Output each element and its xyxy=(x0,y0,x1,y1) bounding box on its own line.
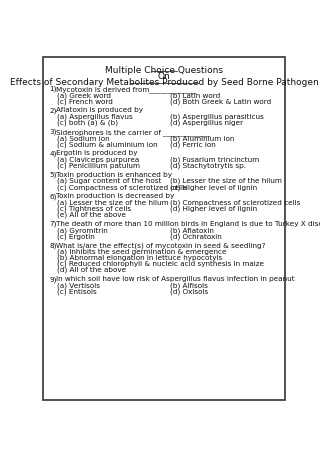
Text: (a) Sodium ion: (a) Sodium ion xyxy=(57,135,110,141)
Text: Mycotoxin is derived from_____________: Mycotoxin is derived from_____________ xyxy=(56,86,197,93)
Text: (e) All of the above: (e) All of the above xyxy=(57,212,126,218)
Text: 8): 8) xyxy=(49,242,57,249)
Text: (c) Entisols: (c) Entisols xyxy=(57,288,97,295)
Text: (b) Compactness of sclerotized cells: (b) Compactness of sclerotized cells xyxy=(170,199,300,206)
Text: The death of more than 10 million birds in England is due to Turkey X disease is: The death of more than 10 million birds … xyxy=(56,221,320,227)
Text: On: On xyxy=(158,72,170,81)
Text: Multiple Choice Questions: Multiple Choice Questions xyxy=(105,66,223,75)
Text: (a) Claviceps purpurea: (a) Claviceps purpurea xyxy=(57,156,139,163)
Text: (d) All of the above: (d) All of the above xyxy=(57,267,126,273)
Text: 4): 4) xyxy=(49,150,57,157)
Text: (a) Greek word: (a) Greek word xyxy=(57,92,111,98)
Text: 7): 7) xyxy=(49,221,57,227)
Text: (a) Inhibits the seed germination & emergence: (a) Inhibits the seed germination & emer… xyxy=(57,249,227,255)
Text: (b) Lesser the size of the hilum: (b) Lesser the size of the hilum xyxy=(170,178,282,184)
Text: (c) Ergotin: (c) Ergotin xyxy=(57,233,95,240)
Text: (d) Higher level of lignin: (d) Higher level of lignin xyxy=(170,184,257,191)
Text: (a) Vertisols: (a) Vertisols xyxy=(57,282,100,289)
Text: (b) Alfisols: (b) Alfisols xyxy=(170,282,208,289)
Text: (b) Abnormal elongation in lettuce hypocotyls: (b) Abnormal elongation in lettuce hypoc… xyxy=(57,255,222,261)
Text: (c) Compactness of sclerotized cells: (c) Compactness of sclerotized cells xyxy=(57,184,187,191)
Text: 5): 5) xyxy=(49,172,57,178)
Text: (a) Gyromitrin: (a) Gyromitrin xyxy=(57,227,108,234)
Text: (c) French word: (c) French word xyxy=(57,98,113,105)
Text: (c) both (a) & (b): (c) both (a) & (b) xyxy=(57,120,118,126)
Text: In which soil have low risk of Aspergillus flavus infection in peanut: In which soil have low risk of Aspergill… xyxy=(56,276,295,282)
Text: (d) Both Greek & Latin word: (d) Both Greek & Latin word xyxy=(170,98,271,105)
Text: Toxin production is enhanced by: Toxin production is enhanced by xyxy=(56,172,172,178)
Text: (c) Sodium & aluminium ion: (c) Sodium & aluminium ion xyxy=(57,141,158,148)
Text: Siderophores is the carrier of _____________: Siderophores is the carrier of _________… xyxy=(56,129,211,135)
Text: Ergotin is produced by: Ergotin is produced by xyxy=(56,150,138,156)
Text: (b) Fusarium trincinctum: (b) Fusarium trincinctum xyxy=(170,156,260,163)
Text: What is/are the effect(s) of mycotoxin in seed & seedling?: What is/are the effect(s) of mycotoxin i… xyxy=(56,242,266,249)
Text: (a) Lesser the size of the hilum: (a) Lesser the size of the hilum xyxy=(57,199,169,206)
Text: 2): 2) xyxy=(49,107,57,114)
Text: (d) Ferric ion: (d) Ferric ion xyxy=(170,141,216,148)
Text: (d) Ochratoxin: (d) Ochratoxin xyxy=(170,233,222,240)
Text: Effects of Secondary Metabolites Produced by Seed Borne Pathogen: Effects of Secondary Metabolites Produce… xyxy=(10,78,318,87)
Text: (a) Sugar content of the host: (a) Sugar content of the host xyxy=(57,178,161,184)
Text: (b) Aflatoxin: (b) Aflatoxin xyxy=(170,227,214,234)
Text: (d) Oxisols: (d) Oxisols xyxy=(170,288,208,295)
Text: 9): 9) xyxy=(49,276,57,283)
Text: 6): 6) xyxy=(49,193,57,200)
Text: (b) Aspergillus parasiticus: (b) Aspergillus parasiticus xyxy=(170,114,264,120)
Text: (c) Tightness of cells: (c) Tightness of cells xyxy=(57,206,131,212)
Text: (d) Higher level of lignin: (d) Higher level of lignin xyxy=(170,206,257,212)
Text: Aflatoxin is produced by: Aflatoxin is produced by xyxy=(56,107,143,113)
Text: 1): 1) xyxy=(49,86,57,92)
Text: (a) Aspergillus flavus: (a) Aspergillus flavus xyxy=(57,114,133,120)
Text: (b) Aluminium ion: (b) Aluminium ion xyxy=(170,135,235,141)
Text: Toxin production is decreased by: Toxin production is decreased by xyxy=(56,193,174,199)
Text: (d) Aspergillus niger: (d) Aspergillus niger xyxy=(170,120,243,126)
Text: (c) Penicillium patulum: (c) Penicillium patulum xyxy=(57,163,140,169)
Text: 3): 3) xyxy=(49,129,57,135)
Text: (b) Latin word: (b) Latin word xyxy=(170,92,220,98)
Text: (d) Stachytotrytis sp.: (d) Stachytotrytis sp. xyxy=(170,163,246,169)
Text: (c) Reduced chlorophyll & nucleic acid synthesis in maize: (c) Reduced chlorophyll & nucleic acid s… xyxy=(57,261,264,267)
